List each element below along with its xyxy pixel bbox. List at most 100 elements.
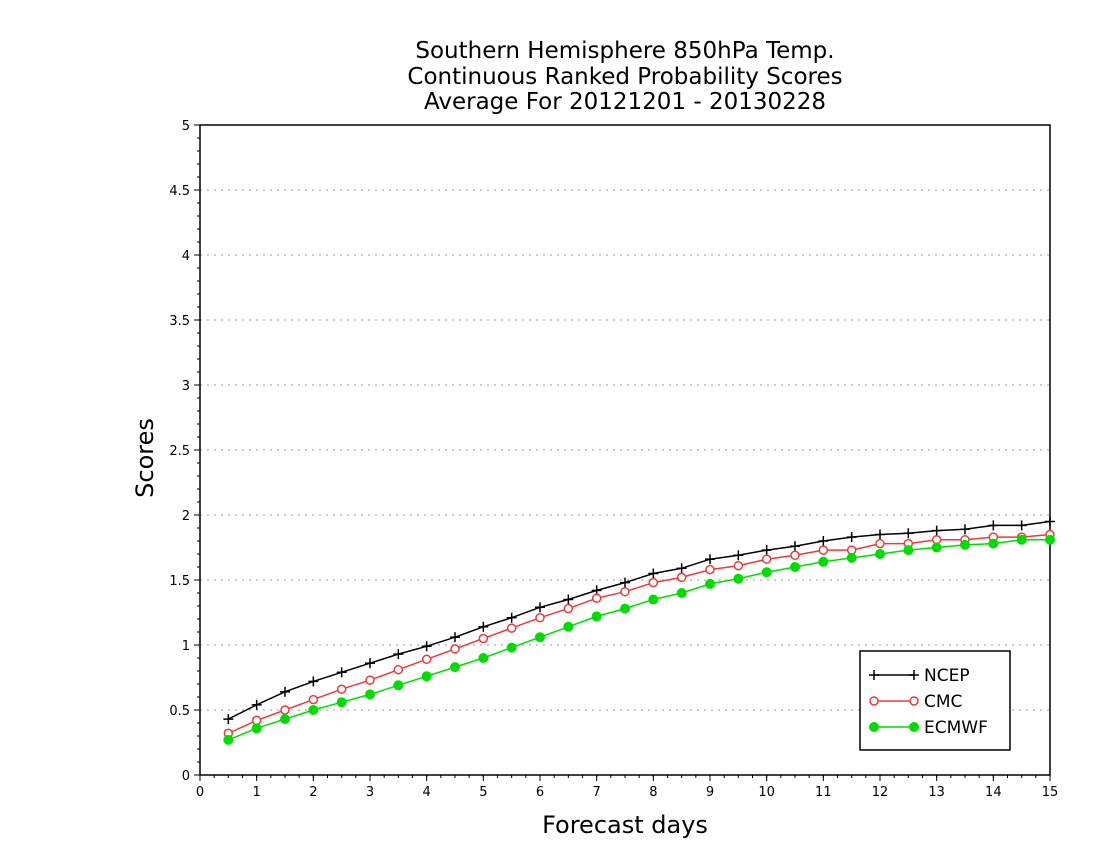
legend-label: NCEP bbox=[924, 666, 970, 686]
data-point-ecmwf bbox=[648, 594, 659, 605]
y-tick-label: 3 bbox=[182, 379, 190, 394]
data-point-ecmwf bbox=[308, 705, 319, 715]
y-tick-label: 1.5 bbox=[169, 574, 190, 589]
x-tick-label: 10 bbox=[758, 785, 775, 800]
data-point-cmc bbox=[365, 675, 375, 685]
data-point-cmc bbox=[308, 694, 319, 705]
data-point-ncep bbox=[846, 532, 857, 543]
data-point-cmc bbox=[591, 593, 602, 603]
data-point-cmc bbox=[421, 654, 432, 665]
x-tick-label: 2 bbox=[309, 785, 317, 800]
data-point-ecmwf bbox=[733, 573, 744, 584]
data-point-cmc bbox=[620, 586, 630, 597]
data-point-cmc bbox=[790, 550, 800, 561]
data-point-ncep bbox=[818, 536, 829, 546]
data-point-cmc bbox=[733, 560, 744, 571]
data-point-cmc bbox=[393, 664, 404, 675]
data-point-cmc bbox=[450, 644, 460, 654]
chart-title-line-3: Average For 20121201 - 20130228 bbox=[424, 89, 826, 115]
x-tick-label: 5 bbox=[479, 785, 487, 800]
legend-item-ecmwf: ECMWF bbox=[869, 718, 988, 738]
y-tick-label: 4.5 bbox=[169, 184, 190, 199]
data-point-ncep bbox=[761, 545, 772, 556]
data-point-ecmwf bbox=[846, 552, 857, 563]
data-point-ncep bbox=[620, 577, 630, 588]
data-point-ecmwf bbox=[506, 642, 517, 653]
data-point-ecmwf bbox=[591, 611, 602, 622]
y-tick-label: 4 bbox=[182, 249, 190, 264]
x-tick-label: 12 bbox=[872, 785, 889, 800]
data-point-ecmwf bbox=[620, 603, 630, 614]
data-point-ncep bbox=[506, 612, 517, 623]
data-point-ecmwf bbox=[393, 680, 404, 691]
data-point-cmc bbox=[478, 633, 489, 644]
data-point-ncep bbox=[1016, 520, 1027, 531]
legend-marker bbox=[869, 722, 879, 732]
data-point-ncep bbox=[931, 525, 942, 536]
x-tick-label: 3 bbox=[366, 785, 374, 800]
data-point-ecmwf bbox=[280, 714, 290, 725]
data-point-cmc bbox=[761, 554, 772, 564]
data-point-ncep bbox=[535, 602, 545, 613]
data-point-ecmwf bbox=[818, 556, 829, 567]
data-point-cmc bbox=[875, 538, 885, 549]
y-tick-label: 2.5 bbox=[169, 444, 190, 459]
grid-lines bbox=[200, 189, 1050, 711]
data-point-ncep bbox=[251, 699, 262, 710]
data-point-ncep bbox=[421, 641, 432, 652]
data-point-cmc bbox=[846, 545, 857, 555]
y-tick-label: 5 bbox=[182, 119, 190, 134]
data-point-ncep bbox=[733, 550, 744, 561]
data-point-cmc bbox=[280, 705, 290, 715]
data-point-cmc bbox=[676, 572, 687, 583]
data-point-ncep bbox=[648, 568, 659, 579]
data-point-ncep bbox=[676, 563, 687, 574]
x-tick-label: 7 bbox=[593, 785, 601, 800]
data-point-cmc bbox=[563, 603, 574, 614]
data-point-ncep bbox=[393, 649, 404, 660]
data-point-ecmwf bbox=[421, 671, 432, 682]
y-tick-label: 3.5 bbox=[169, 314, 190, 329]
legend-label: ECMWF bbox=[924, 718, 988, 738]
data-point-ecmwf bbox=[903, 545, 914, 556]
data-point-ecmwf bbox=[931, 542, 942, 553]
data-point-ecmwf bbox=[478, 653, 489, 663]
chart-title: Southern Hemisphere 850hPa Temp. Continu… bbox=[407, 38, 842, 115]
data-point-ncep bbox=[563, 594, 574, 605]
legend-marker bbox=[909, 670, 919, 680]
x-tick-label: 8 bbox=[649, 785, 657, 800]
data-point-ncep bbox=[365, 658, 375, 669]
data-point-ecmwf bbox=[336, 697, 347, 708]
x-tick-label: 4 bbox=[423, 785, 431, 800]
data-point-ecmwf bbox=[450, 662, 460, 673]
data-point-ncep bbox=[988, 520, 999, 531]
legend-marker bbox=[869, 670, 879, 680]
x-tick-label: 14 bbox=[985, 785, 1002, 800]
legend-label: CMC bbox=[924, 692, 962, 712]
data-point-ecmwf bbox=[535, 632, 545, 643]
x-tick-label: 15 bbox=[1042, 785, 1059, 800]
data-point-cmc bbox=[818, 545, 829, 555]
legend-marker bbox=[869, 696, 879, 706]
data-point-ncep bbox=[450, 632, 460, 643]
y-tick-label: 0.5 bbox=[169, 704, 190, 719]
data-point-ecmwf bbox=[365, 689, 375, 700]
data-point-ecmwf bbox=[761, 567, 772, 578]
data-point-ecmwf bbox=[790, 562, 800, 572]
data-point-cmc bbox=[705, 564, 715, 575]
data-point-ncep bbox=[336, 667, 347, 678]
data-point-ncep bbox=[960, 524, 970, 535]
data-point-ncep bbox=[1045, 516, 1055, 527]
data-point-cmc bbox=[648, 577, 659, 588]
series-ncep bbox=[223, 516, 1055, 725]
x-tick-label: 1 bbox=[253, 785, 261, 800]
data-point-ecmwf bbox=[1045, 534, 1055, 545]
data-series bbox=[223, 516, 1055, 745]
axes: 00.511.522.533.544.550 1 2 3 4 5 6 7 8 9 10 11 12 13 1… bbox=[169, 119, 1058, 800]
data-point-ecmwf bbox=[1016, 534, 1027, 545]
legend-item-ncep: NCEP bbox=[869, 666, 970, 686]
data-point-ecmwf bbox=[960, 539, 970, 550]
y-tick-label: 2 bbox=[182, 509, 190, 524]
y-tick-label: 0 bbox=[182, 769, 190, 784]
